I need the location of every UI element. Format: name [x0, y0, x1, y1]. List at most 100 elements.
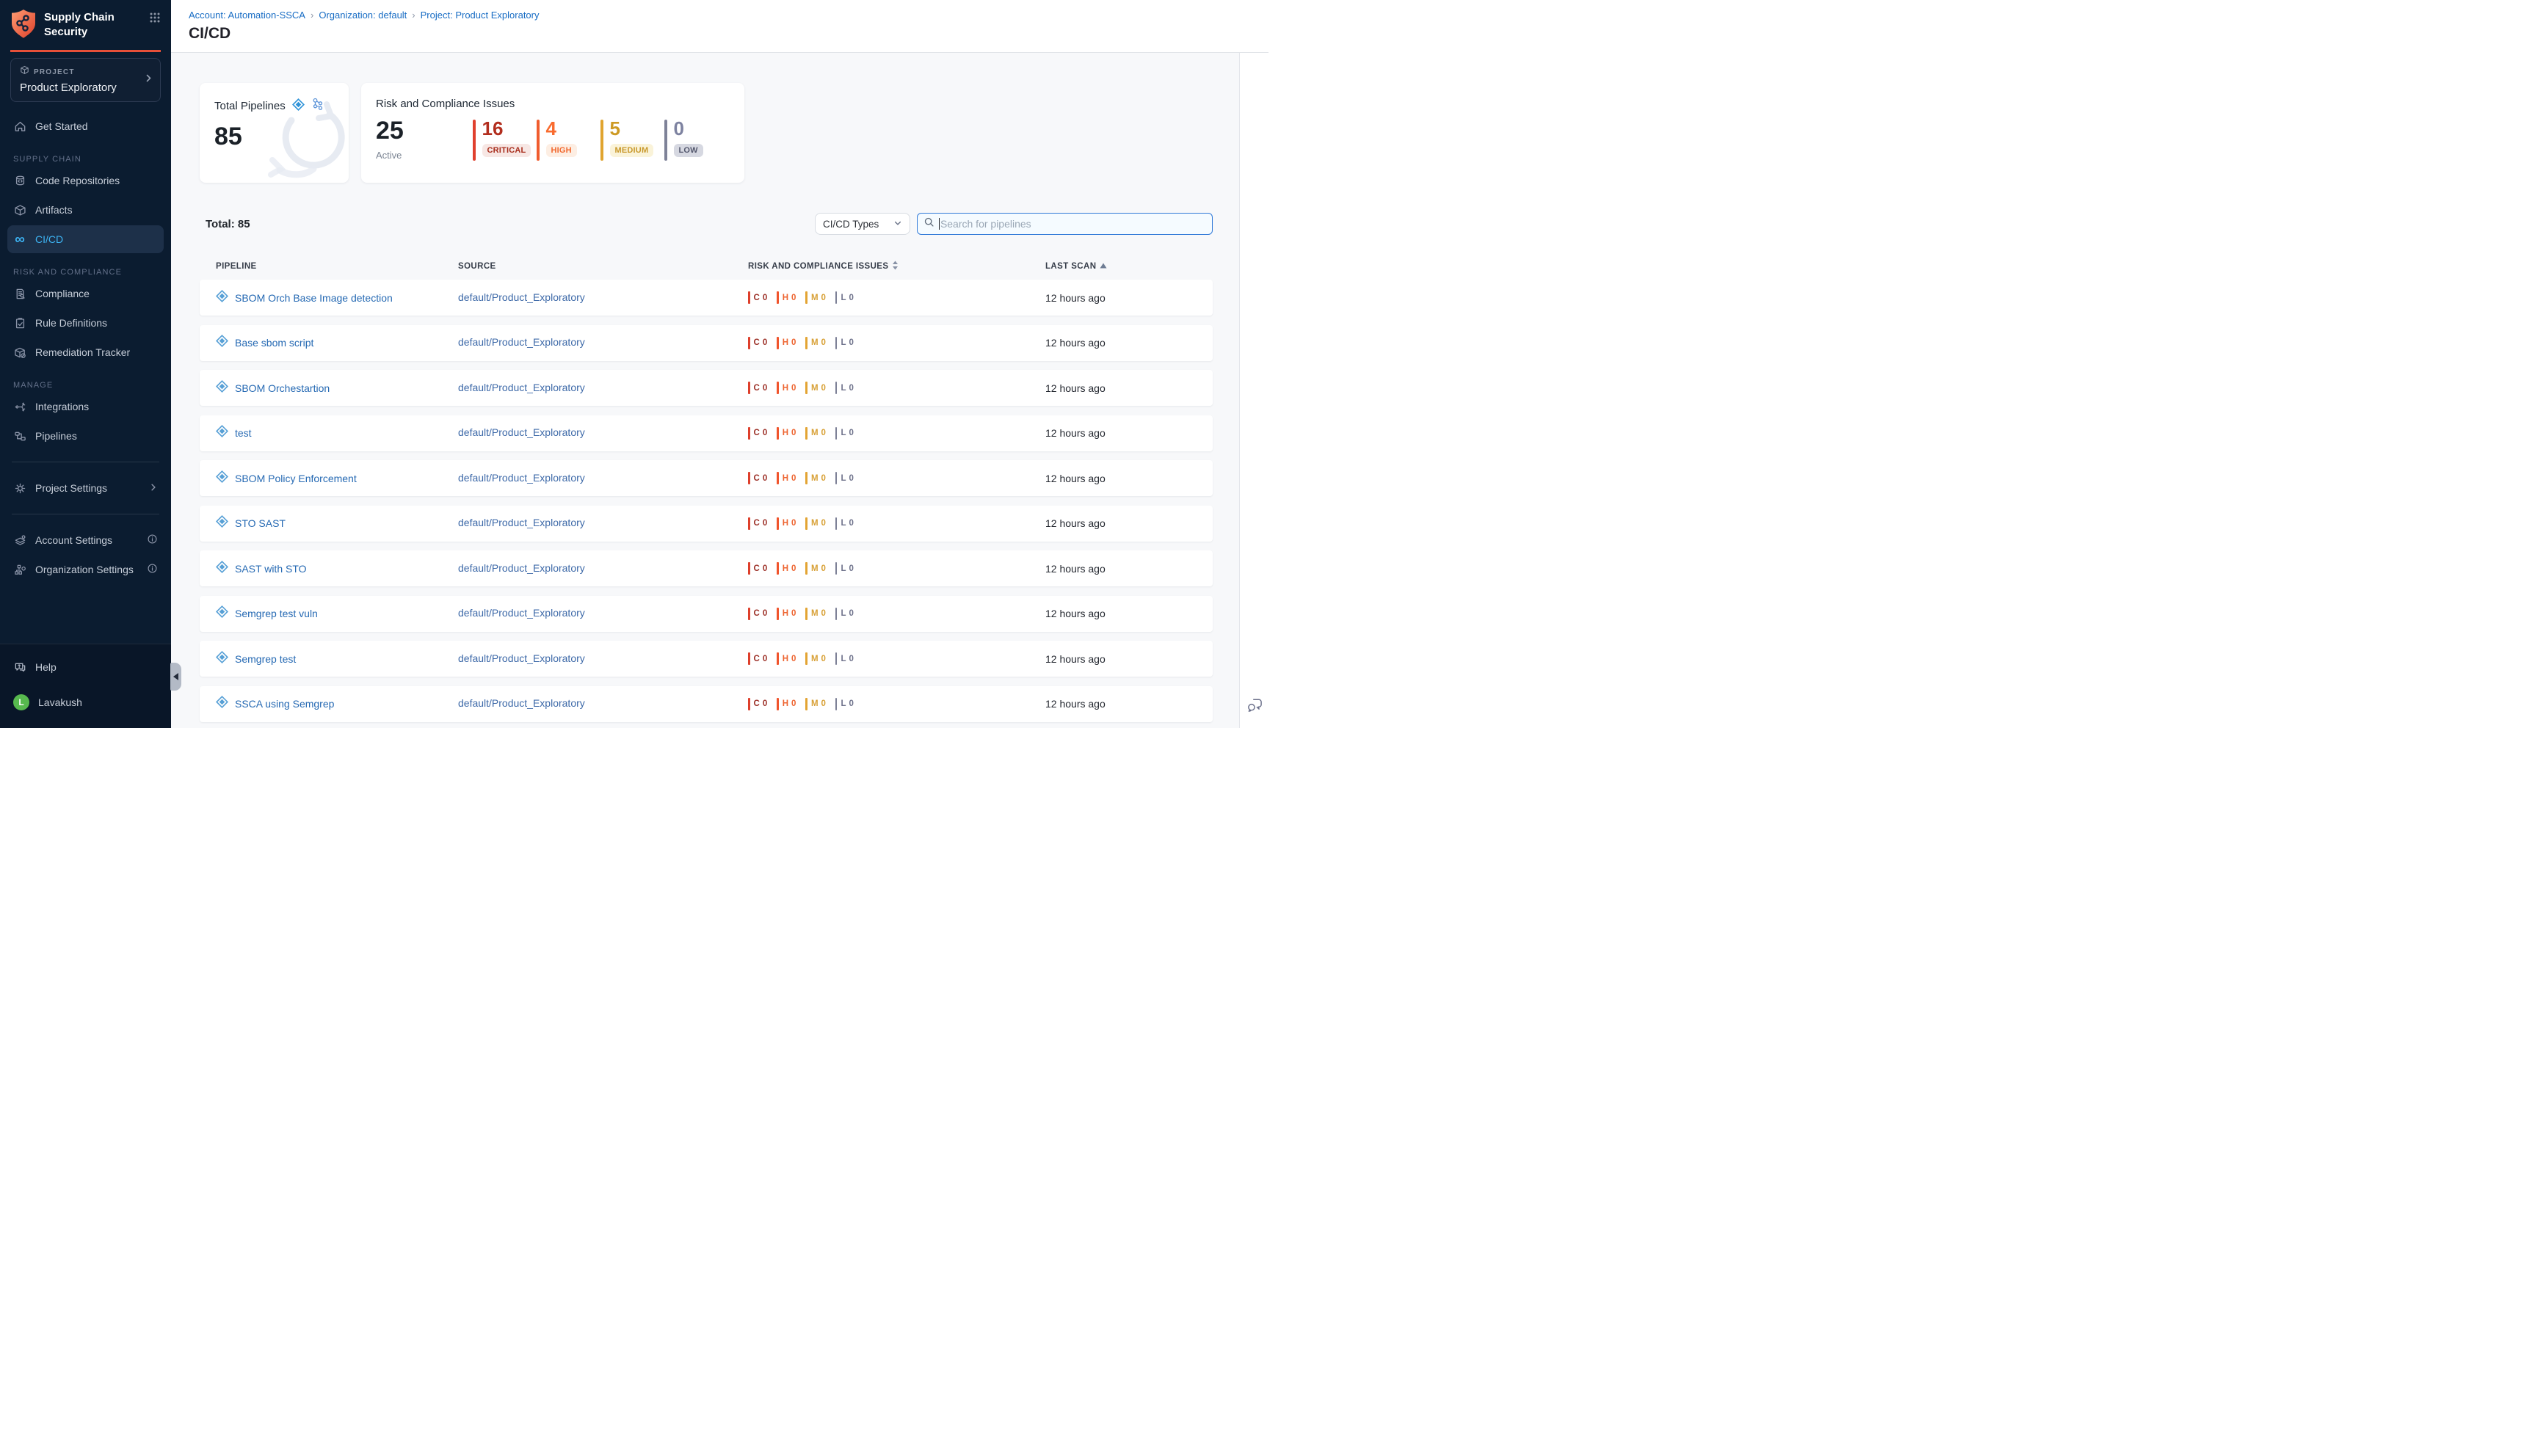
sidebar-item-remediation-tracker[interactable]: Remediation Tracker — [7, 338, 164, 366]
pipeline-source-link[interactable]: default/Product_Exploratory — [458, 561, 585, 574]
pipeline-source-link[interactable]: default/Product_Exploratory — [458, 291, 585, 303]
pipeline-link[interactable]: STO SAST — [235, 517, 286, 529]
module-grid-icon[interactable] — [149, 12, 161, 43]
pipeline-source-link[interactable]: default/Product_Exploratory — [458, 381, 585, 393]
pipeline-link[interactable]: SSCA using Semgrep — [235, 698, 335, 710]
breadcrumb: Account: Automation-SSCA › Organization:… — [189, 10, 1268, 21]
last-scan: 12 hours ago — [1045, 562, 1106, 575]
severity-bar — [664, 120, 667, 161]
last-scan: 12 hours ago — [1045, 291, 1106, 304]
pipeline-source-link[interactable]: default/Product_Exploratory — [458, 697, 585, 709]
severity-count: 5 — [609, 117, 620, 139]
sidebar-item-organization-settings[interactable]: Organization Settings — [7, 556, 164, 583]
avatar: L — [13, 694, 29, 710]
cicd-infinity-icon: ∞ — [15, 231, 25, 247]
sidebar-item-label: Get Started — [35, 120, 88, 132]
severity-count: 16 — [482, 117, 504, 139]
sidebar-item-rule-definitions[interactable]: Rule Definitions — [7, 309, 164, 337]
pipeline-link[interactable]: Base sbom script — [235, 337, 314, 349]
project-selector[interactable]: PROJECT Product Exploratory — [10, 58, 161, 102]
pipeline-diamond-icon — [216, 335, 229, 351]
table-row[interactable]: SSCA using Semgrep default/Product_Explo… — [200, 685, 1213, 722]
sidebar-item-code-repositories[interactable]: Code Repositories — [7, 167, 164, 194]
pipeline-diamond-icon — [216, 605, 229, 622]
cicd-types-dropdown[interactable]: CI/CD Types — [815, 213, 910, 235]
pipeline-source-link[interactable]: default/Product_Exploratory — [458, 471, 585, 484]
pipeline-link[interactable]: SAST with STO — [235, 562, 307, 575]
sidebar-item-compliance[interactable]: Compliance — [7, 280, 164, 307]
info-icon[interactable] — [147, 534, 158, 547]
column-source: SOURCE — [458, 262, 496, 271]
breadcrumb-project-link[interactable]: Project: Product Exploratory — [420, 10, 540, 21]
table-row[interactable]: SBOM Orchestartion default/Product_Explo… — [200, 370, 1213, 406]
table-header: PIPELINE SOURCE RISK AND COMPLIANCE ISSU… — [200, 253, 1213, 280]
breadcrumb-account-link[interactable]: Account: Automation-SSCA — [189, 10, 305, 21]
sidebar-item-help[interactable]: Help — [7, 653, 164, 681]
sidebar-item-project-settings[interactable]: Project Settings — [7, 474, 164, 502]
sidebar-item-label: CI/CD — [35, 233, 64, 245]
search-input[interactable] — [940, 218, 1206, 230]
artifacts-box-icon — [13, 203, 26, 216]
pipeline-source-link[interactable]: default/Product_Exploratory — [458, 336, 585, 348]
table-row[interactable]: SAST with STO default/Product_Explorator… — [200, 550, 1213, 586]
pipeline-diamond-icon — [216, 425, 229, 441]
info-icon[interactable] — [147, 563, 158, 576]
column-last-scan[interactable]: LAST SCAN — [1045, 262, 1198, 271]
pipeline-link[interactable]: SBOM Orchestartion — [235, 382, 330, 394]
pipeline-graph-icon — [311, 98, 324, 114]
home-icon — [13, 120, 26, 133]
sidebar-item-artifacts[interactable]: Artifacts — [7, 196, 164, 224]
sidebar-item-integrations[interactable]: Integrations — [7, 393, 164, 421]
chat-assistant-icon[interactable] — [1246, 698, 1263, 716]
table-row[interactable]: Semgrep test default/Product_Exploratory… — [200, 641, 1213, 677]
pipeline-link[interactable]: Semgrep test — [235, 652, 297, 665]
pipeline-link[interactable]: SBOM Orch Base Image detection — [235, 291, 393, 304]
pipeline-link[interactable]: SBOM Policy Enforcement — [235, 472, 357, 484]
user-menu[interactable]: L Lavakush — [7, 688, 164, 716]
pipeline-source-link[interactable]: default/Product_Exploratory — [458, 652, 585, 664]
pipeline-link[interactable]: Semgrep test vuln — [235, 608, 318, 619]
severity-summary: 16 CRITICAL 4 HIGH 5 MEDIUM 0 LOW — [473, 118, 728, 161]
sidebar-item-get-started[interactable]: Get Started — [7, 112, 164, 140]
sort-asc-icon — [1100, 262, 1107, 271]
breadcrumb-organization-link[interactable]: Organization: default — [319, 10, 407, 21]
account-settings-icon — [13, 534, 26, 547]
sidebar-item-cicd[interactable]: ∞ CI/CD — [7, 225, 164, 253]
risk-issues-card: Risk and Compliance Issues 25 Active 16 … — [361, 83, 744, 183]
pipeline-source-link[interactable]: default/Product_Exploratory — [458, 426, 585, 438]
pipeline-diamond-icon — [216, 379, 229, 396]
sidebar-item-label: Organization Settings — [35, 564, 134, 575]
table-row[interactable]: SBOM Policy Enforcement default/Product_… — [200, 460, 1213, 496]
pipeline-diamond-icon — [216, 560, 229, 577]
severity-bar — [600, 120, 603, 161]
sidebar-item-account-settings[interactable]: Account Settings — [7, 526, 164, 554]
pipeline-source-link[interactable]: default/Product_Exploratory — [458, 607, 585, 619]
sidebar-collapse-handle[interactable] — [170, 663, 181, 691]
pipeline-source-link[interactable]: default/Product_Exploratory — [458, 517, 585, 528]
table-row[interactable]: SBOM Orch Base Image detection default/P… — [200, 280, 1213, 316]
table-row[interactable]: Semgrep test vuln default/Product_Explor… — [200, 595, 1213, 632]
pipeline-cycle-watermark-icon — [265, 98, 349, 183]
pipeline-link[interactable]: test — [235, 427, 252, 439]
logo-row: Supply Chain Security — [0, 0, 171, 43]
sidebar-item-pipelines[interactable]: Pipelines — [7, 422, 164, 450]
main-area: Account: Automation-SSCA › Organization:… — [171, 0, 1268, 728]
column-risk[interactable]: RISK AND COMPLIANCE ISSUES — [748, 261, 1045, 272]
table-row[interactable]: Base sbom script default/Product_Explora… — [200, 324, 1213, 361]
pipeline-search[interactable] — [917, 213, 1213, 235]
